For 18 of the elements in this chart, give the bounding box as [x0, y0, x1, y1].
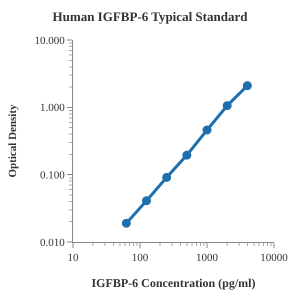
- point: [162, 172, 172, 182]
- y-tick-label: 0.100: [40, 170, 66, 182]
- y-axis-title: Optical Density: [7, 104, 20, 178]
- point: [242, 81, 252, 90]
- x-tick-label: 100: [132, 252, 149, 264]
- point: [202, 126, 212, 135]
- x-tick-label: 1000: [196, 252, 218, 264]
- x-tick-label: 10: [68, 252, 79, 264]
- point: [122, 218, 131, 228]
- point: [142, 196, 151, 206]
- chart-title: Human IGFBP-6 Typical Standard: [52, 9, 248, 24]
- point: [222, 101, 232, 110]
- y-tick-label: 1.000: [40, 102, 66, 114]
- x-tick-label: 10000: [260, 252, 288, 264]
- point: [182, 150, 192, 160]
- y-tick-label: 10.000: [34, 34, 66, 47]
- y-tick-label: 0.010: [40, 236, 66, 249]
- x-axis-title: IGFBP-6 Concentration (pg/ml): [92, 276, 256, 290]
